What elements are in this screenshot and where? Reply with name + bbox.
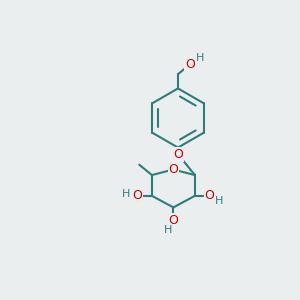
Text: O: O [168, 163, 178, 176]
Text: O: O [168, 214, 178, 227]
Text: O: O [132, 189, 142, 203]
Text: H: H [196, 53, 204, 63]
Text: O: O [205, 189, 214, 203]
Text: H: H [122, 188, 130, 199]
Text: O: O [173, 148, 183, 161]
Text: H: H [164, 225, 172, 235]
Text: O: O [185, 58, 195, 71]
Text: H: H [215, 196, 223, 206]
